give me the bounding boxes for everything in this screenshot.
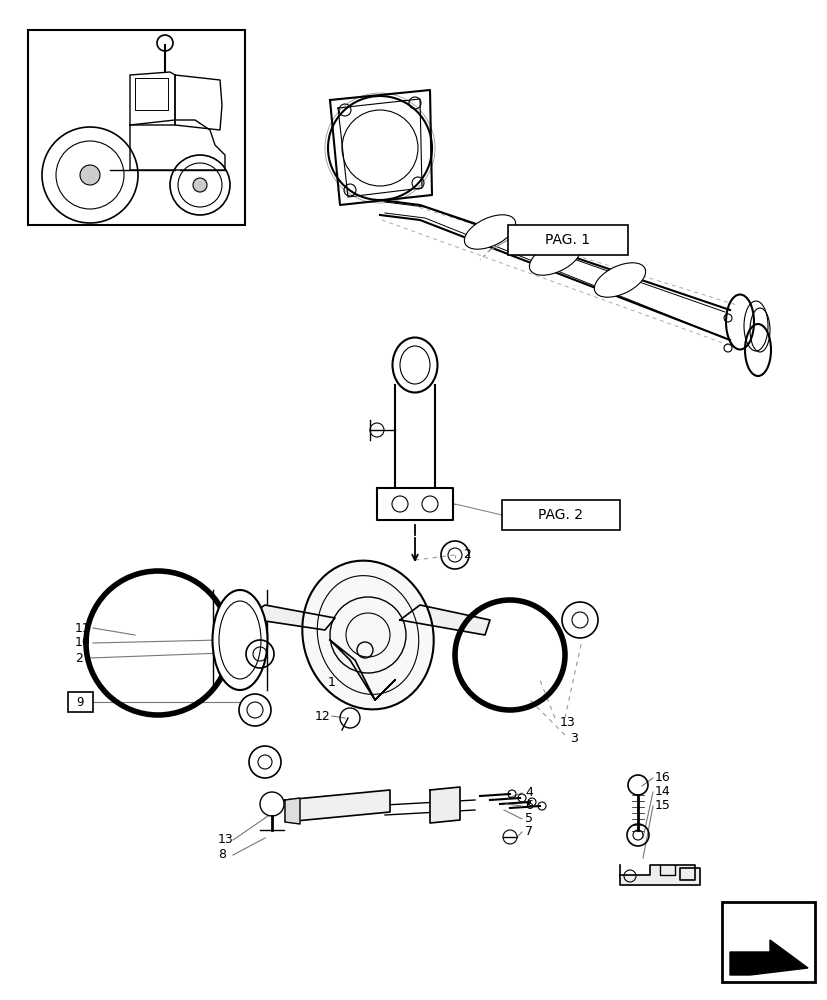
Text: 3: 3 bbox=[569, 732, 577, 744]
Polygon shape bbox=[330, 90, 432, 205]
Ellipse shape bbox=[594, 263, 645, 297]
Text: 12: 12 bbox=[314, 710, 330, 722]
Text: 16: 16 bbox=[654, 771, 670, 784]
Bar bbox=[501, 500, 619, 530]
Text: 7: 7 bbox=[524, 825, 533, 838]
Text: 4: 4 bbox=[524, 786, 533, 799]
Text: 11: 11 bbox=[75, 621, 91, 635]
Text: PAG. 2: PAG. 2 bbox=[538, 508, 583, 522]
Text: 13: 13 bbox=[559, 716, 575, 728]
Text: 1: 1 bbox=[327, 676, 336, 688]
Polygon shape bbox=[245, 605, 335, 630]
Polygon shape bbox=[729, 940, 807, 975]
Ellipse shape bbox=[528, 241, 580, 275]
Text: 2: 2 bbox=[462, 548, 471, 562]
Text: PAG. 1: PAG. 1 bbox=[545, 233, 590, 247]
Bar bbox=[508, 225, 627, 255]
Text: 5: 5 bbox=[524, 812, 533, 825]
Text: 8: 8 bbox=[218, 848, 226, 861]
Text: 13: 13 bbox=[218, 833, 233, 846]
Text: 9: 9 bbox=[76, 696, 84, 708]
Text: 14: 14 bbox=[654, 785, 670, 798]
Bar bbox=[721, 902, 814, 982]
Polygon shape bbox=[284, 790, 390, 822]
Polygon shape bbox=[399, 605, 490, 635]
Ellipse shape bbox=[464, 215, 515, 249]
Ellipse shape bbox=[213, 590, 267, 690]
Polygon shape bbox=[429, 787, 460, 823]
Circle shape bbox=[193, 178, 207, 192]
Polygon shape bbox=[619, 865, 699, 885]
Ellipse shape bbox=[302, 561, 433, 709]
Polygon shape bbox=[376, 488, 452, 520]
Bar bbox=[68, 692, 93, 712]
Bar bbox=[28, 30, 245, 225]
Text: 15: 15 bbox=[654, 799, 670, 812]
Text: 2: 2 bbox=[75, 652, 83, 664]
Text: 10: 10 bbox=[75, 637, 91, 650]
Circle shape bbox=[80, 165, 100, 185]
Text: 6: 6 bbox=[524, 799, 533, 812]
Polygon shape bbox=[284, 798, 299, 824]
